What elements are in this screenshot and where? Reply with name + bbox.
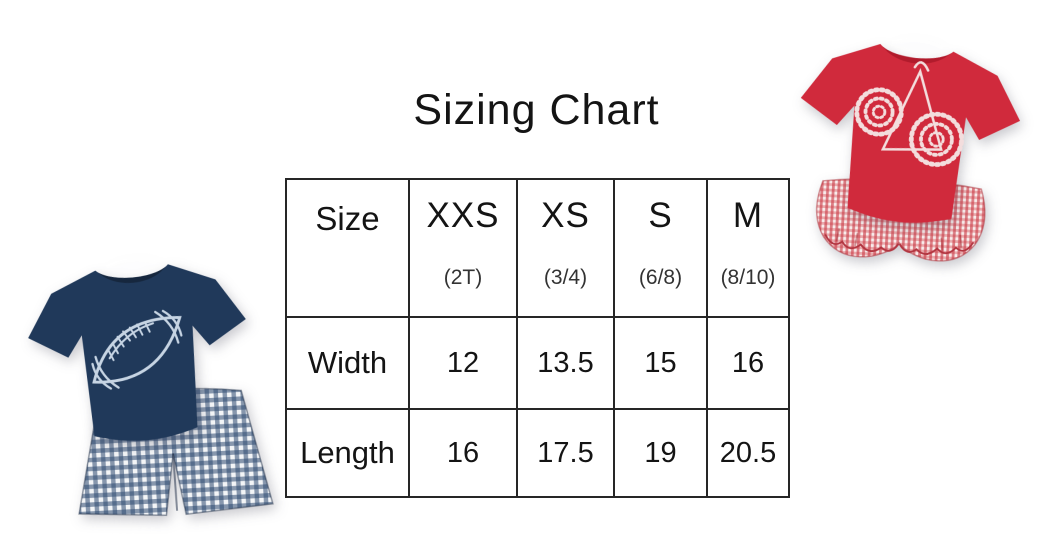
size-label: XS <box>541 196 590 235</box>
size-corner-cell: Size <box>285 178 410 318</box>
size-label: M <box>732 196 764 235</box>
shirt-body <box>28 264 246 441</box>
length-value-xxs: 16 <box>408 408 518 498</box>
size-sub-label: (6/8) <box>638 266 683 289</box>
page-title: Sizing Chart <box>413 86 660 134</box>
width-value-m: 16 <box>706 316 790 410</box>
size-column-xs: XS (3/4) <box>516 178 615 318</box>
size-column-s: S (6/8) <box>613 178 708 318</box>
sizing-table: Size XXS (2T) XS (3/4) S (6/8) M (8/10) … <box>285 178 790 498</box>
width-value-xs: 13.5 <box>516 316 615 410</box>
pompom-right <box>908 111 964 167</box>
size-corner-label: Size <box>315 200 380 237</box>
football-outfit-photo <box>16 232 280 548</box>
football-outline-graphic <box>91 309 183 390</box>
size-sub-label: (2T) <box>443 266 483 289</box>
length-row: Length 16 17.5 19 20.5 <box>285 408 790 498</box>
size-header-row: Size XXS (2T) XS (3/4) S (6/8) M (8/10) <box>285 178 790 318</box>
size-sub-label: (3/4) <box>543 266 588 289</box>
size-column-m: M (8/10) <box>706 178 790 318</box>
size-sub-label: (8/10) <box>720 266 776 289</box>
cheer-outfit-photo <box>786 12 1036 302</box>
size-label: S <box>648 196 673 235</box>
navy-football-shirt <box>28 258 246 441</box>
width-row: Width 12 13.5 15 16 <box>285 316 790 410</box>
length-value-xs: 17.5 <box>516 408 615 498</box>
size-label: XXS <box>426 196 500 235</box>
red-cheer-shirt <box>800 38 1021 223</box>
width-value-s: 15 <box>613 316 708 410</box>
width-value-xxs: 12 <box>408 316 518 410</box>
megaphone-pompoms-graphic <box>854 61 964 167</box>
pompom-left <box>854 87 904 137</box>
size-column-xxs: XXS (2T) <box>408 178 518 318</box>
length-value-m: 20.5 <box>706 408 790 498</box>
row-label-length: Length <box>285 408 410 498</box>
row-label-width: Width <box>285 316 410 410</box>
shirt-body <box>800 44 1021 223</box>
length-value-s: 19 <box>613 408 708 498</box>
